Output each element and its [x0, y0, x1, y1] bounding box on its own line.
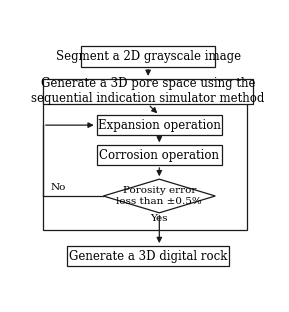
Text: Porosity error
less than ±0.5%: Porosity error less than ±0.5%	[116, 186, 202, 206]
Text: Expansion operation: Expansion operation	[98, 119, 221, 132]
FancyBboxPatch shape	[43, 79, 253, 104]
Text: Generate a 3D pore space using the
sequential indication simulator method: Generate a 3D pore space using the seque…	[32, 77, 265, 105]
Text: Yes: Yes	[151, 214, 168, 223]
Text: Generate a 3D digital rock: Generate a 3D digital rock	[69, 250, 227, 263]
FancyBboxPatch shape	[43, 93, 247, 230]
Text: Corrosion operation: Corrosion operation	[99, 149, 219, 162]
Text: No: No	[51, 183, 66, 192]
Polygon shape	[103, 179, 215, 213]
FancyBboxPatch shape	[97, 115, 222, 135]
FancyBboxPatch shape	[97, 145, 222, 165]
FancyBboxPatch shape	[68, 246, 229, 266]
FancyBboxPatch shape	[81, 46, 215, 67]
Text: Segment a 2D grayscale image: Segment a 2D grayscale image	[55, 50, 241, 63]
